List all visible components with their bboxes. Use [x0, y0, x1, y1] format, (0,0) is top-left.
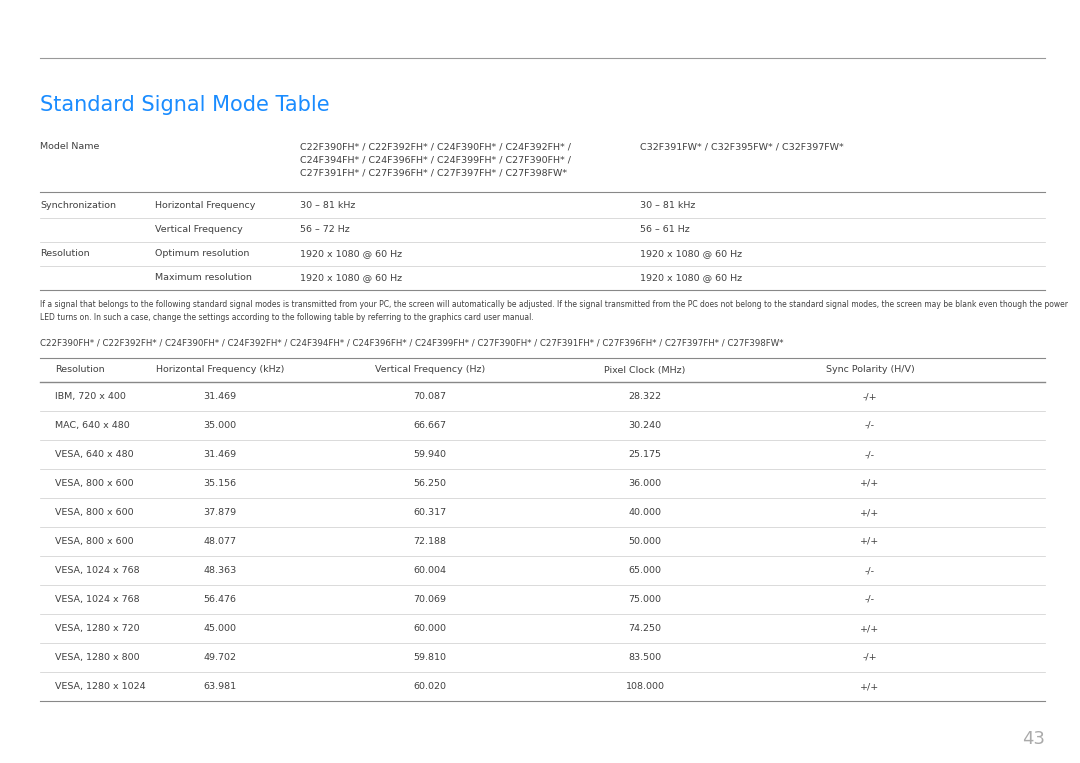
Text: C32F391FW* / C32F395FW* / C32F397FW*: C32F391FW* / C32F395FW* / C32F397FW*	[640, 142, 843, 151]
Text: Maximum resolution: Maximum resolution	[156, 273, 252, 282]
Text: VESA, 1024 x 768: VESA, 1024 x 768	[55, 566, 139, 575]
Text: 60.317: 60.317	[414, 508, 446, 517]
Text: 56.250: 56.250	[414, 479, 446, 488]
Text: 60.020: 60.020	[414, 682, 446, 691]
Text: Synchronization: Synchronization	[40, 201, 116, 210]
Text: IBM, 720 x 400: IBM, 720 x 400	[55, 392, 126, 401]
Text: Model Name: Model Name	[40, 142, 99, 151]
Text: 35.156: 35.156	[203, 479, 237, 488]
Text: -/-: -/-	[865, 421, 875, 430]
Text: Pixel Clock (MHz): Pixel Clock (MHz)	[605, 365, 686, 375]
Text: 30.240: 30.240	[629, 421, 662, 430]
Text: 28.322: 28.322	[629, 392, 662, 401]
Text: 25.175: 25.175	[629, 450, 661, 459]
Text: 60.000: 60.000	[414, 624, 446, 633]
Text: +/+: +/+	[861, 682, 879, 691]
Text: 1920 x 1080 @ 60 Hz: 1920 x 1080 @ 60 Hz	[300, 250, 402, 259]
Text: 59.810: 59.810	[414, 653, 446, 662]
Text: 36.000: 36.000	[629, 479, 662, 488]
Text: 45.000: 45.000	[203, 624, 237, 633]
Text: 35.000: 35.000	[203, 421, 237, 430]
Text: VESA, 640 x 480: VESA, 640 x 480	[55, 450, 134, 459]
Text: -/-: -/-	[865, 450, 875, 459]
Text: 1920 x 1080 @ 60 Hz: 1920 x 1080 @ 60 Hz	[640, 273, 742, 282]
Text: Horizontal Frequency: Horizontal Frequency	[156, 201, 255, 210]
Text: 40.000: 40.000	[629, 508, 661, 517]
Text: -/-: -/-	[865, 595, 875, 604]
Text: 56 – 72 Hz: 56 – 72 Hz	[300, 226, 350, 234]
Text: 49.702: 49.702	[203, 653, 237, 662]
Text: 60.004: 60.004	[414, 566, 446, 575]
Text: 1920 x 1080 @ 60 Hz: 1920 x 1080 @ 60 Hz	[640, 250, 742, 259]
Text: 37.879: 37.879	[203, 508, 237, 517]
Text: VESA, 800 x 600: VESA, 800 x 600	[55, 479, 134, 488]
Text: VESA, 800 x 600: VESA, 800 x 600	[55, 537, 134, 546]
Text: -/+: -/+	[863, 392, 877, 401]
Text: 74.250: 74.250	[629, 624, 661, 633]
Text: 50.000: 50.000	[629, 537, 661, 546]
Text: +/+: +/+	[861, 537, 879, 546]
Text: 1920 x 1080 @ 60 Hz: 1920 x 1080 @ 60 Hz	[300, 273, 402, 282]
Text: 108.000: 108.000	[625, 682, 664, 691]
Text: 48.077: 48.077	[203, 537, 237, 546]
Text: -/-: -/-	[865, 566, 875, 575]
Text: 31.469: 31.469	[203, 450, 237, 459]
Text: VESA, 1280 x 800: VESA, 1280 x 800	[55, 653, 139, 662]
Text: 56 – 61 Hz: 56 – 61 Hz	[640, 226, 690, 234]
Text: 30 – 81 kHz: 30 – 81 kHz	[300, 201, 355, 210]
Text: 66.667: 66.667	[414, 421, 446, 430]
Text: Resolution: Resolution	[40, 250, 90, 259]
Text: 72.188: 72.188	[414, 537, 446, 546]
Text: VESA, 1280 x 720: VESA, 1280 x 720	[55, 624, 139, 633]
Text: 59.940: 59.940	[414, 450, 446, 459]
Text: Vertical Frequency (Hz): Vertical Frequency (Hz)	[375, 365, 485, 375]
Text: 30 – 81 kHz: 30 – 81 kHz	[640, 201, 696, 210]
Text: +/+: +/+	[861, 508, 879, 517]
Text: 31.469: 31.469	[203, 392, 237, 401]
Text: If a signal that belongs to the following standard signal modes is transmitted f: If a signal that belongs to the followin…	[40, 300, 1068, 322]
Text: 70.069: 70.069	[414, 595, 446, 604]
Text: Optimum resolution: Optimum resolution	[156, 250, 249, 259]
Text: Resolution: Resolution	[55, 365, 105, 375]
Text: VESA, 800 x 600: VESA, 800 x 600	[55, 508, 134, 517]
Text: 83.500: 83.500	[629, 653, 662, 662]
Text: Standard Signal Mode Table: Standard Signal Mode Table	[40, 95, 329, 115]
Text: 63.981: 63.981	[203, 682, 237, 691]
Text: Sync Polarity (H/V): Sync Polarity (H/V)	[825, 365, 915, 375]
Text: VESA, 1280 x 1024: VESA, 1280 x 1024	[55, 682, 146, 691]
Text: +/+: +/+	[861, 479, 879, 488]
Text: C22F390FH* / C22F392FH* / C24F390FH* / C24F392FH* / C24F394FH* / C24F396FH* / C2: C22F390FH* / C22F392FH* / C24F390FH* / C…	[40, 338, 783, 347]
Text: MAC, 640 x 480: MAC, 640 x 480	[55, 421, 130, 430]
Text: 48.363: 48.363	[203, 566, 237, 575]
Text: 70.087: 70.087	[414, 392, 446, 401]
Text: 65.000: 65.000	[629, 566, 661, 575]
Text: VESA, 1024 x 768: VESA, 1024 x 768	[55, 595, 139, 604]
Text: -/+: -/+	[863, 653, 877, 662]
Text: +/+: +/+	[861, 624, 879, 633]
Text: 43: 43	[1022, 730, 1045, 748]
Text: C22F390FH* / C22F392FH* / C24F390FH* / C24F392FH* /
C24F394FH* / C24F396FH* / C2: C22F390FH* / C22F392FH* / C24F390FH* / C…	[300, 142, 571, 178]
Text: Horizontal Frequency (kHz): Horizontal Frequency (kHz)	[156, 365, 284, 375]
Text: 75.000: 75.000	[629, 595, 661, 604]
Text: Vertical Frequency: Vertical Frequency	[156, 226, 243, 234]
Text: 56.476: 56.476	[203, 595, 237, 604]
